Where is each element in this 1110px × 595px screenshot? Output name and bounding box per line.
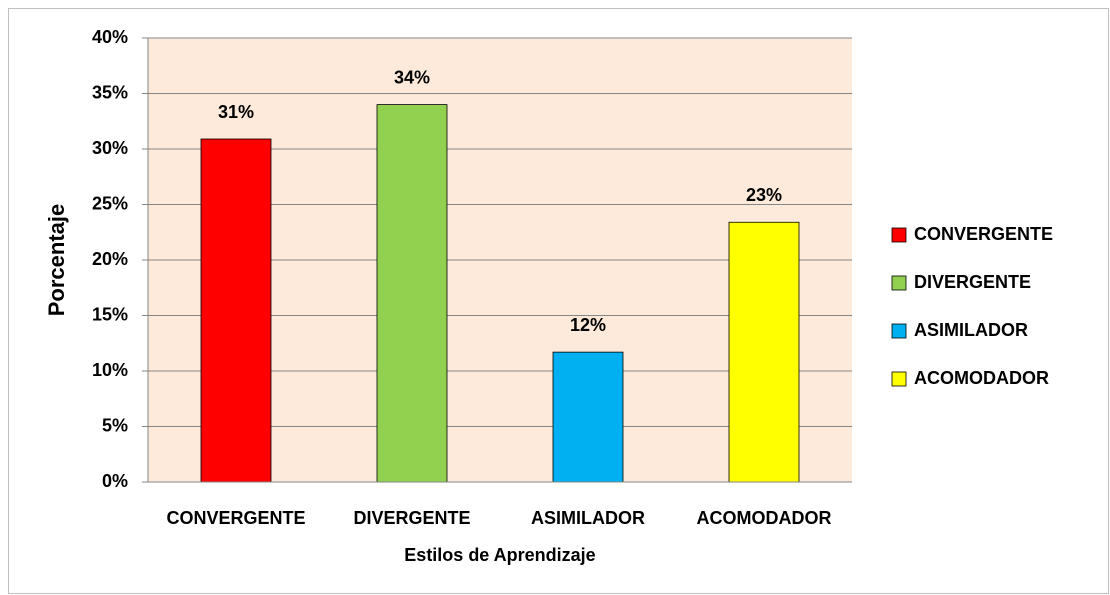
- y-axis-title: Porcentaje: [44, 204, 69, 317]
- bar: [200, 138, 272, 483]
- y-tick-label: 5%: [102, 415, 128, 435]
- y-tick-label: 25%: [92, 193, 128, 213]
- y-tick-label: 0%: [102, 471, 128, 491]
- legend-label: ACOMODADOR: [914, 368, 1049, 388]
- bar: [728, 221, 800, 483]
- y-tick-label: 20%: [92, 249, 128, 269]
- data-label: 34%: [394, 67, 430, 87]
- x-tick-label: DIVERGENTE: [353, 508, 470, 528]
- x-tick-label: ASIMILADOR: [531, 508, 645, 528]
- bar: [376, 104, 448, 483]
- y-tick-label: 15%: [92, 304, 128, 324]
- legend-label: ASIMILADOR: [914, 320, 1028, 340]
- data-label: 12%: [570, 315, 606, 335]
- data-label: 31%: [218, 102, 254, 122]
- x-axis-title: Estilos de Aprendizaje: [404, 545, 595, 565]
- y-tick-label: 35%: [92, 82, 128, 102]
- x-tick-label: ACOMODADOR: [697, 508, 832, 528]
- y-tick-label: 10%: [92, 360, 128, 380]
- bar: [552, 351, 624, 483]
- y-tick-label: 30%: [92, 138, 128, 158]
- legend-label: DIVERGENTE: [914, 272, 1031, 292]
- data-label: 23%: [746, 185, 782, 205]
- y-tick-label: 40%: [92, 27, 128, 47]
- legend-swatch: [891, 227, 907, 243]
- legend-swatch: [891, 323, 907, 339]
- x-tick-label: CONVERGENTE: [166, 508, 305, 528]
- legend-swatch: [891, 275, 907, 291]
- legend-label: CONVERGENTE: [914, 224, 1053, 244]
- legend-swatch: [891, 371, 907, 387]
